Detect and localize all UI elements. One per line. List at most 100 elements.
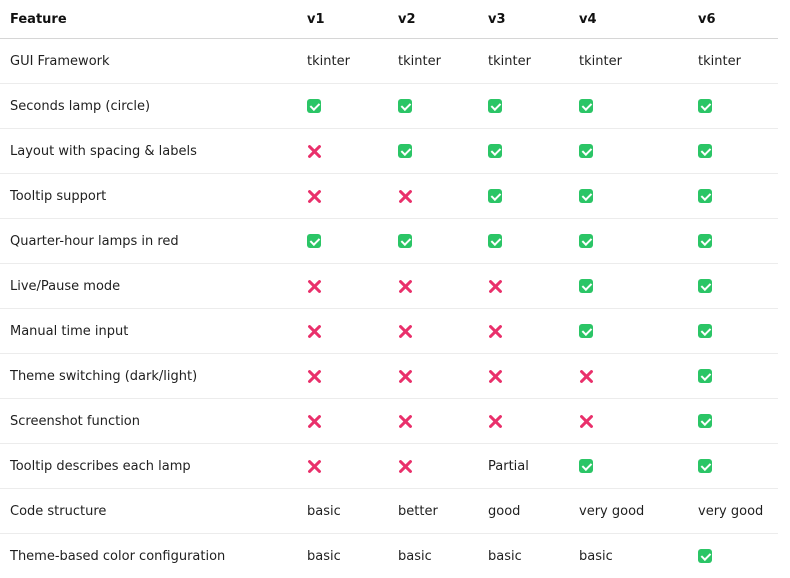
- version-cell-v1: [297, 84, 388, 129]
- feature-name-cell: Theme-based color configuration: [0, 534, 297, 578]
- version-cell-v4: tkinter: [569, 39, 688, 84]
- check-mark-icon: [307, 99, 321, 113]
- version-cell-v1: basic: [297, 489, 388, 534]
- version-cell-v2: [388, 309, 478, 354]
- version-cell-v4: [569, 129, 688, 174]
- table-row: Layout with spacing & labels: [0, 129, 778, 174]
- version-cell-v2: basic: [388, 534, 478, 578]
- check-mark-icon: [698, 189, 712, 203]
- cross-mark-icon: [307, 144, 322, 159]
- cross-mark-icon: [307, 279, 322, 294]
- version-cell-v3: basic: [478, 534, 569, 578]
- version-cell-v2: better: [388, 489, 478, 534]
- version-cell-v6: [688, 264, 778, 309]
- cross-mark-icon: [307, 189, 322, 204]
- version-cell-v4: [569, 174, 688, 219]
- check-mark-icon: [579, 144, 593, 158]
- cross-mark-icon: [488, 369, 503, 384]
- version-cell-v2: [388, 444, 478, 489]
- table-row: Tooltip support: [0, 174, 778, 219]
- column-header-v4: v4: [569, 0, 688, 39]
- feature-name-cell: Tooltip support: [0, 174, 297, 219]
- cross-mark-icon: [307, 414, 322, 429]
- version-cell-v4: [569, 399, 688, 444]
- table-row: Theme switching (dark/light): [0, 354, 778, 399]
- cross-mark-icon: [398, 324, 413, 339]
- version-cell-v3: [478, 264, 569, 309]
- check-mark-icon: [579, 234, 593, 248]
- version-cell-v6: [688, 534, 778, 578]
- check-mark-icon: [398, 234, 412, 248]
- version-cell-v2: tkinter: [388, 39, 478, 84]
- cross-mark-icon: [307, 459, 322, 474]
- cross-mark-icon: [398, 279, 413, 294]
- version-cell-v1: [297, 219, 388, 264]
- version-cell-v2: [388, 174, 478, 219]
- version-cell-v1: [297, 174, 388, 219]
- check-mark-icon: [579, 459, 593, 473]
- version-cell-v2: [388, 129, 478, 174]
- cross-mark-icon: [488, 324, 503, 339]
- feature-name-cell: Layout with spacing & labels: [0, 129, 297, 174]
- column-header-v1: v1: [297, 0, 388, 39]
- version-cell-v6: [688, 174, 778, 219]
- version-cell-v4: [569, 309, 688, 354]
- cross-mark-icon: [398, 189, 413, 204]
- check-mark-icon: [698, 369, 712, 383]
- version-cell-v2: [388, 354, 478, 399]
- cross-mark-icon: [398, 414, 413, 429]
- version-cell-v1: [297, 444, 388, 489]
- feature-name-cell: GUI Framework: [0, 39, 297, 84]
- feature-name-cell: Manual time input: [0, 309, 297, 354]
- version-cell-v3: [478, 174, 569, 219]
- cross-mark-icon: [488, 414, 503, 429]
- cross-mark-icon: [307, 324, 322, 339]
- table-row: Quarter-hour lamps in red: [0, 219, 778, 264]
- version-cell-v1: [297, 264, 388, 309]
- cross-mark-icon: [307, 369, 322, 384]
- version-cell-v3: tkinter: [478, 39, 569, 84]
- check-mark-icon: [488, 99, 502, 113]
- check-mark-icon: [698, 99, 712, 113]
- version-cell-v6: very good: [688, 489, 778, 534]
- feature-name-cell: Seconds lamp (circle): [0, 84, 297, 129]
- check-mark-icon: [307, 234, 321, 248]
- version-cell-v2: [388, 264, 478, 309]
- check-mark-icon: [698, 549, 712, 563]
- version-cell-v6: [688, 354, 778, 399]
- check-mark-icon: [488, 234, 502, 248]
- cross-mark-icon: [398, 459, 413, 474]
- table-row: Screenshot function: [0, 399, 778, 444]
- table-row: Live/Pause mode: [0, 264, 778, 309]
- feature-name-cell: Screenshot function: [0, 399, 297, 444]
- feature-name-cell: Theme switching (dark/light): [0, 354, 297, 399]
- check-mark-icon: [488, 144, 502, 158]
- version-cell-v1: basic: [297, 534, 388, 578]
- version-cell-v6: tkinter: [688, 39, 778, 84]
- version-cell-v3: [478, 354, 569, 399]
- version-cell-v1: [297, 309, 388, 354]
- check-mark-icon: [579, 189, 593, 203]
- version-cell-v3: Partial: [478, 444, 569, 489]
- version-cell-v4: basic: [569, 534, 688, 578]
- feature-name-cell: Live/Pause mode: [0, 264, 297, 309]
- check-mark-icon: [398, 99, 412, 113]
- version-cell-v1: [297, 129, 388, 174]
- check-mark-icon: [698, 279, 712, 293]
- version-cell-v6: [688, 219, 778, 264]
- table-row: Tooltip describes each lamp Partial: [0, 444, 778, 489]
- version-cell-v1: [297, 399, 388, 444]
- version-cell-v1: [297, 354, 388, 399]
- feature-name-cell: Code structure: [0, 489, 297, 534]
- feature-name-cell: Tooltip describes each lamp: [0, 444, 297, 489]
- cross-mark-icon: [488, 279, 503, 294]
- check-mark-icon: [579, 324, 593, 338]
- check-mark-icon: [698, 144, 712, 158]
- check-mark-icon: [698, 234, 712, 248]
- cross-mark-icon: [398, 369, 413, 384]
- version-cell-v6: [688, 309, 778, 354]
- version-cell-v3: [478, 129, 569, 174]
